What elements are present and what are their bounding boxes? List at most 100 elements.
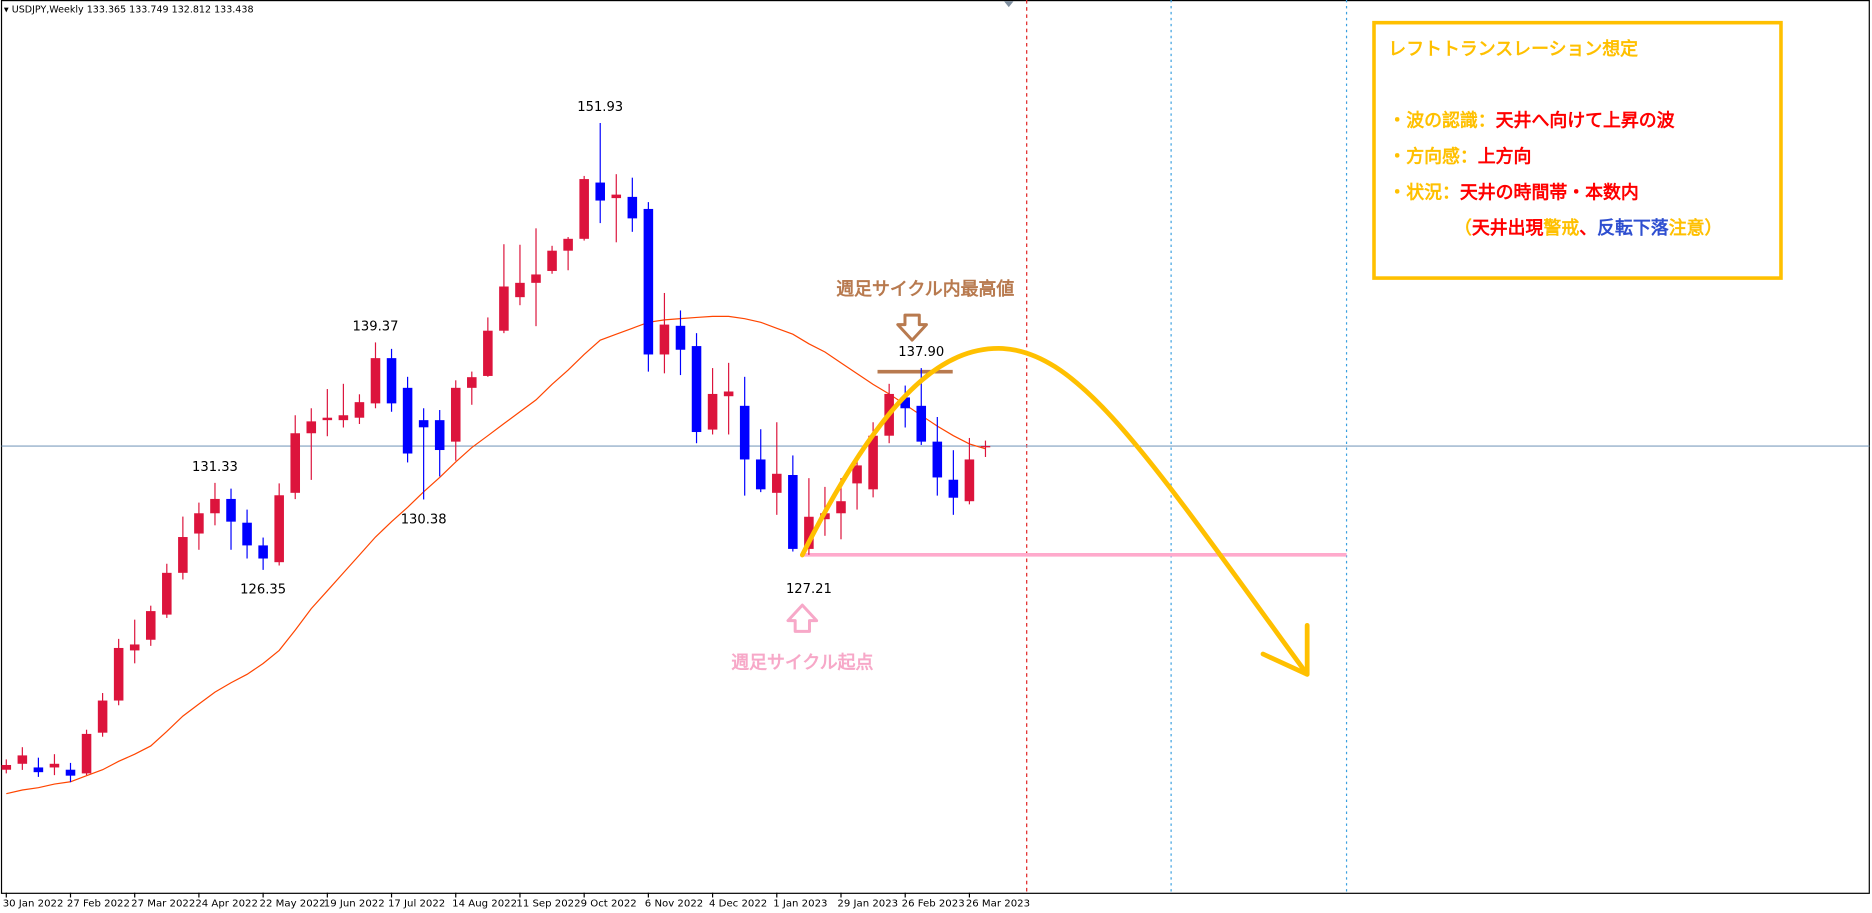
chart-header: ▾ USDJPY,Weekly 133.365 133.749 132.812 … (4, 4, 254, 15)
ma-line (6, 315, 986, 795)
cycle-start-note: 週足サイクル起点 (731, 652, 873, 674)
candle-body (788, 475, 798, 549)
info-box-lines: ・波の認識：天井へ向けて上昇の波・方向感：上方向・状況：天井の時間帯・本数内（天… (1388, 110, 1722, 239)
x-tick-label: 26 Mar 2023 (966, 898, 1030, 909)
x-tick-label: 26 Feb 2023 (902, 898, 965, 909)
ohlc-close: 133.438 (214, 4, 253, 15)
info-segment: 上方向 (1478, 146, 1532, 168)
cycle-high-note: 週足サイクル内最高値 (836, 278, 1014, 300)
up-arrow-icon (786, 603, 819, 633)
candle-body (691, 346, 702, 433)
x-tick-label: 27 Mar 2022 (131, 898, 195, 909)
x-axis: 30 Jan 2022 27 Feb 2022 27 Mar 2022 24 Apr … (3, 892, 1030, 909)
candle-body (129, 644, 140, 651)
candle-body (49, 763, 60, 768)
x-tick-label: 11 Sep 2022 (516, 898, 580, 909)
x-tick-label: 29 Jan 2023 (837, 898, 898, 909)
price-labels: 151.93 139.37 131.33 130.38 126.35 127.21 137.… (192, 100, 944, 598)
candle-body (804, 516, 814, 549)
info-segment: 天井出現 (1472, 217, 1544, 239)
x-tick-label: 24 Apr 2022 (195, 898, 258, 909)
x-tick-label: 4 Dec 2022 (709, 898, 767, 909)
candle-body (483, 330, 493, 376)
header-icon: ▾ (4, 4, 12, 15)
candle-body (948, 479, 959, 498)
x-tick-label: 17 Jul 2022 (388, 898, 445, 909)
candle-body (450, 387, 461, 442)
price-label: 139.37 (353, 319, 399, 334)
info-line: （天井出現警戒、反転下落注意） (1454, 217, 1722, 239)
projection-arrowhead (1260, 622, 1310, 677)
info-line: ・方向感：上方向 (1388, 146, 1531, 168)
info-segment: ・状況： (1388, 181, 1460, 203)
info-segment: ・方向感： (1388, 146, 1477, 168)
candle-body (81, 733, 92, 774)
info-segment: 天井の時間帯・本数内 (1460, 181, 1639, 203)
candle-body (17, 755, 28, 764)
price-label: 127.21 (786, 582, 832, 597)
candle-body (852, 465, 862, 484)
info-segment: 注意 (1669, 217, 1705, 239)
projection-curve (799, 346, 1310, 677)
candle-body (113, 647, 124, 701)
candle-body (675, 325, 686, 350)
candle-body (210, 498, 220, 514)
candle-body (755, 459, 766, 490)
info-line: ・状況：天井の時間帯・本数内 (1388, 181, 1639, 203)
candle-body (194, 513, 204, 534)
x-tick-label: 30 Jan 2022 (3, 898, 64, 909)
candle-body (145, 611, 156, 640)
ohlc: 133.365 133.749 132.812 133.438 (84, 4, 254, 15)
candle-body (338, 415, 349, 421)
candle-body (643, 208, 654, 355)
info-box-title: レフトトランスレーション想定 (1388, 38, 1638, 60)
candle-body (531, 274, 541, 283)
candle-body (659, 324, 670, 355)
candle-body (547, 250, 557, 271)
candle-body (579, 179, 589, 239)
info-box (1372, 20, 1783, 280)
candle-body (627, 196, 638, 219)
candle-body (434, 420, 445, 451)
price-label: 130.38 (401, 512, 447, 527)
candle-body (1, 765, 12, 770)
info-segment: （ (1454, 218, 1472, 239)
candle-body (916, 405, 927, 442)
candle-body (322, 417, 333, 421)
candle-body (178, 537, 188, 573)
candle-body (739, 405, 750, 460)
candle-body (515, 282, 525, 298)
candle-body (65, 769, 76, 776)
down-arrow-icon (896, 313, 928, 342)
ohlc-low: 132.812 (172, 4, 211, 15)
candle-body (418, 420, 429, 428)
candle-body (707, 393, 718, 430)
candle-body (33, 767, 44, 773)
candle-body (386, 358, 397, 404)
candle-body (499, 286, 509, 331)
candle-body (97, 700, 108, 733)
candle-body (980, 446, 991, 448)
candle-body (402, 387, 413, 454)
candle-body (964, 459, 975, 502)
x-tick-label: 14 Aug 2022 (452, 898, 517, 909)
candle-body (274, 495, 284, 563)
candle-body (772, 473, 782, 493)
info-line: ・波の認識：天井へ向けて上昇の波 (1388, 110, 1674, 132)
x-tick-label: 22 May 2022 (260, 898, 326, 909)
info-segment: 、 (1579, 218, 1597, 239)
ohlc-high: 133.749 (129, 4, 168, 15)
symbol: USDJPY,Weekly (12, 4, 84, 15)
price-label: 131.33 (192, 460, 238, 475)
x-tick-label: 6 Nov 2022 (645, 898, 703, 909)
candle-body (162, 572, 172, 615)
candle-body (467, 377, 477, 388)
candle-body (723, 391, 734, 397)
info-segment: 反転下落 (1597, 217, 1670, 239)
scroll-marker (1004, 1, 1014, 8)
candle-body (563, 238, 573, 251)
candle-body (354, 402, 365, 418)
candle-body (836, 501, 846, 514)
